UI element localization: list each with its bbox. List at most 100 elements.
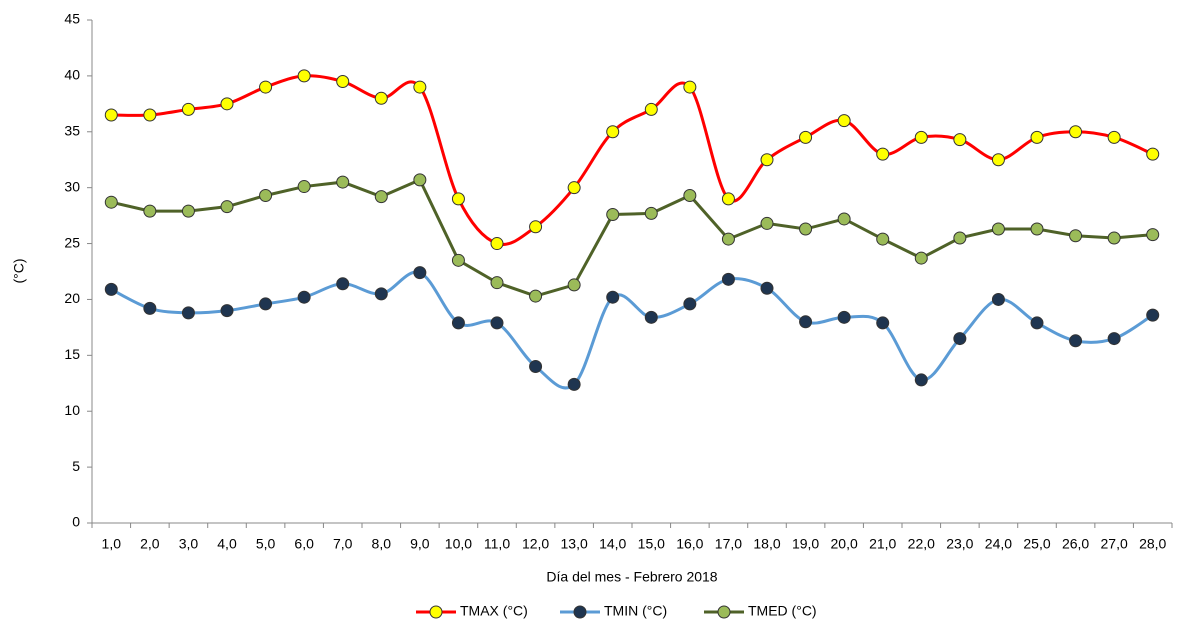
marker xyxy=(1146,308,1160,322)
marker xyxy=(413,173,427,187)
y-tick-label: 0 xyxy=(72,514,80,530)
x-tick-label: 12,0 xyxy=(522,536,549,552)
marker xyxy=(181,306,195,320)
marker xyxy=(914,251,928,265)
marker xyxy=(181,102,195,116)
marker xyxy=(953,133,967,147)
marker xyxy=(104,108,118,122)
y-tick-label: 25 xyxy=(64,234,80,250)
y-tick-label: 45 xyxy=(64,11,80,27)
marker xyxy=(220,97,234,111)
y-tick-label: 10 xyxy=(64,402,80,418)
marker xyxy=(837,114,851,128)
marker xyxy=(1030,316,1044,330)
marker xyxy=(876,232,890,246)
marker xyxy=(760,216,774,230)
legend-label: TMIN (°C) xyxy=(604,603,667,619)
marker xyxy=(297,180,311,194)
marker xyxy=(799,222,813,236)
marker xyxy=(953,332,967,346)
marker xyxy=(374,91,388,105)
series-line xyxy=(110,270,1154,390)
x-tick-label: 8,0 xyxy=(372,536,392,552)
x-tick-label: 18,0 xyxy=(753,536,780,552)
y-axis-label: (°C) xyxy=(11,258,27,283)
x-tick-label: 23,0 xyxy=(946,536,973,552)
marker xyxy=(1107,231,1121,245)
marker xyxy=(1069,334,1083,348)
marker xyxy=(606,125,620,139)
marker xyxy=(683,188,697,202)
marker xyxy=(1069,229,1083,243)
x-tick-label: 10,0 xyxy=(445,536,472,552)
marker xyxy=(991,292,1005,306)
legend-marker xyxy=(573,605,587,619)
marker xyxy=(490,316,504,330)
marker xyxy=(837,212,851,226)
x-tick-label: 1,0 xyxy=(102,536,122,552)
marker xyxy=(336,277,350,291)
x-tick-label: 13,0 xyxy=(561,536,588,552)
marker xyxy=(104,195,118,209)
marker xyxy=(1146,228,1160,242)
x-tick-label: 28,0 xyxy=(1139,536,1166,552)
y-tick-label: 30 xyxy=(64,178,80,194)
marker xyxy=(683,80,697,94)
x-tick-label: 7,0 xyxy=(333,536,353,552)
marker xyxy=(914,373,928,387)
y-tick-label: 20 xyxy=(64,290,80,306)
marker xyxy=(1107,130,1121,144)
x-tick-label: 27,0 xyxy=(1101,536,1128,552)
marker xyxy=(991,153,1005,167)
y-tick-label: 15 xyxy=(64,346,80,362)
marker xyxy=(991,222,1005,236)
marker xyxy=(799,315,813,329)
marker xyxy=(683,297,697,311)
x-tick-label: 21,0 xyxy=(869,536,896,552)
marker xyxy=(259,80,273,94)
marker xyxy=(567,278,581,292)
marker xyxy=(837,310,851,324)
marker xyxy=(374,287,388,301)
marker xyxy=(220,200,234,214)
x-tick-label: 24,0 xyxy=(985,536,1012,552)
marker xyxy=(297,290,311,304)
marker xyxy=(1030,130,1044,144)
marker xyxy=(567,181,581,195)
marker xyxy=(721,232,735,246)
x-tick-label: 14,0 xyxy=(599,536,626,552)
marker xyxy=(490,276,504,290)
legend-label: TMAX (°C) xyxy=(460,603,528,619)
marker xyxy=(721,192,735,206)
marker xyxy=(143,301,157,315)
series-line xyxy=(111,74,1154,247)
marker xyxy=(104,282,118,296)
marker xyxy=(1030,222,1044,236)
marker xyxy=(336,74,350,88)
marker xyxy=(567,377,581,391)
marker xyxy=(413,80,427,94)
marker xyxy=(181,204,195,218)
x-tick-label: 25,0 xyxy=(1023,536,1050,552)
marker xyxy=(644,102,658,116)
x-tick-label: 5,0 xyxy=(256,536,276,552)
marker xyxy=(760,281,774,295)
marker xyxy=(220,304,234,318)
x-tick-label: 2,0 xyxy=(140,536,160,552)
x-tick-label: 15,0 xyxy=(638,536,665,552)
marker xyxy=(259,188,273,202)
legend-label: TMED (°C) xyxy=(748,603,817,619)
marker xyxy=(529,289,543,303)
marker xyxy=(259,297,273,311)
marker xyxy=(143,108,157,122)
legend-marker xyxy=(717,605,731,619)
marker xyxy=(721,272,735,286)
x-axis-label: Día del mes - Febrero 2018 xyxy=(546,569,717,585)
marker xyxy=(799,130,813,144)
x-tick-label: 3,0 xyxy=(179,536,199,552)
x-tick-label: 26,0 xyxy=(1062,536,1089,552)
marker xyxy=(529,360,543,374)
marker xyxy=(644,310,658,324)
marker xyxy=(529,220,543,234)
